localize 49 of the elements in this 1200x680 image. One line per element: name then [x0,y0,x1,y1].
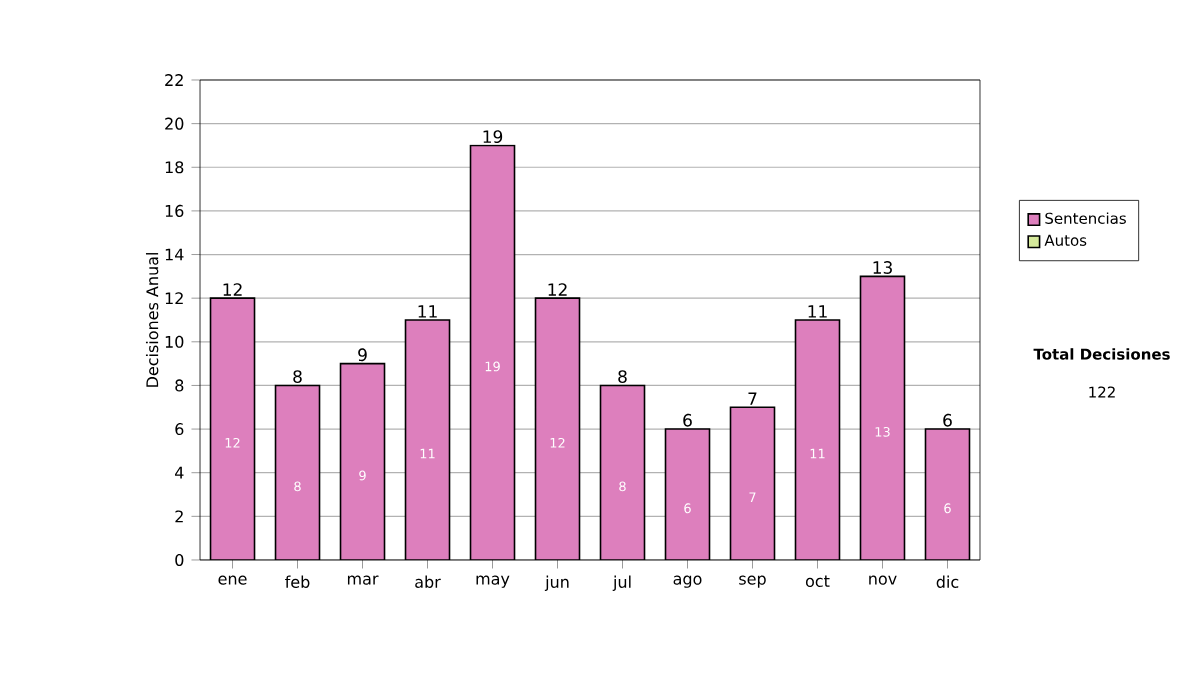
bar [860,276,905,560]
bar [795,319,840,560]
total-label: 7 [748,392,757,405]
y-tick-label: 14 [165,248,184,261]
total-label: 6 [943,413,952,427]
bar [340,363,385,560]
y-tick-label: 0 [175,553,184,567]
total-label: 13 [873,261,892,274]
total-label: 19 [483,130,503,144]
bar [535,298,580,560]
x-tick-label: feb [285,575,310,588]
x-tick-label: jul [612,575,631,592]
x-tick-label: mar [347,575,379,585]
y-tick-label: 16 [165,204,184,217]
total-label: 6 [683,413,692,427]
bar [665,429,710,560]
y-tick-label: 4 [175,466,184,479]
total-label: 11 [418,305,437,318]
x-tick-label: ago [673,575,702,588]
bar [210,298,255,560]
total-label: 12 [548,283,567,296]
y-tick-label: 22 [165,74,183,86]
total-label: 12 [223,283,242,296]
bar [405,319,450,560]
x-tick-label: dic [936,575,959,588]
x-tick-label: jun [544,575,569,592]
y-tick-label: 10 [165,335,184,348]
bar [275,385,320,560]
total-label: 11 [808,305,827,318]
total-label: 9 [358,348,367,362]
y-axis-title: Decisiones Anual [145,253,159,387]
bar [730,407,775,560]
y-tick-label: 12 [165,292,183,305]
x-tick-label: sep [739,575,766,588]
x-tick-label: abr [415,575,441,588]
y-tick-label: 20 [165,117,184,130]
y-tick-label: 6 [175,423,184,436]
bar [470,145,515,560]
x-tick-label: nov [869,575,897,585]
total-label: 8 [618,370,627,384]
x-tick-label: may [476,575,510,588]
y-tick-label: 18 [165,161,184,174]
x-tick-label: oct [805,575,830,588]
y-tick-label: 8 [175,379,184,392]
total-label: 8 [293,370,302,384]
y-tick-label: 2 [175,510,183,523]
bar [600,385,645,560]
x-tick-label: ene [218,575,247,585]
bar [924,428,971,560]
